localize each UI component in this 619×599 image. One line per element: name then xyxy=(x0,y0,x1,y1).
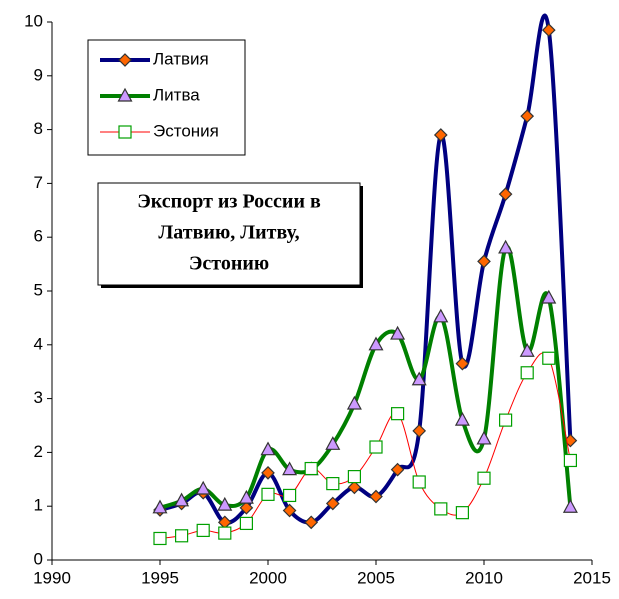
chart-title: Экспорт из России в xyxy=(137,191,321,213)
marker xyxy=(304,515,319,530)
x-tick-label: 2000 xyxy=(249,568,287,587)
marker xyxy=(239,500,254,515)
marker xyxy=(562,499,578,513)
x-tick-label: 2005 xyxy=(357,568,395,587)
y-tick-label: 10 xyxy=(24,11,43,30)
marker xyxy=(477,471,491,485)
marker xyxy=(196,523,210,538)
legend-label: Литва xyxy=(153,85,200,104)
marker xyxy=(476,430,492,445)
marker xyxy=(347,470,361,484)
marker xyxy=(519,342,535,357)
legend-label: Эстония xyxy=(153,121,219,140)
marker xyxy=(282,461,298,476)
marker xyxy=(412,424,427,438)
marker xyxy=(391,407,405,421)
marker xyxy=(347,480,362,495)
marker xyxy=(498,187,513,202)
marker xyxy=(412,475,426,489)
marker xyxy=(541,23,556,37)
marker xyxy=(152,499,168,514)
marker xyxy=(498,239,514,254)
y-tick-label: 3 xyxy=(34,388,43,407)
y-tick-label: 7 xyxy=(34,173,43,192)
x-tick-label: 2015 xyxy=(573,568,611,587)
marker xyxy=(477,254,491,269)
marker xyxy=(218,526,232,540)
marker xyxy=(217,496,233,511)
y-tick-label: 0 xyxy=(34,549,43,568)
x-tick-label: 2010 xyxy=(465,568,503,587)
y-tick-label: 4 xyxy=(34,334,43,353)
marker xyxy=(238,489,254,504)
marker xyxy=(239,516,253,531)
marker xyxy=(541,289,557,304)
marker xyxy=(390,462,405,477)
marker xyxy=(118,53,132,67)
y-tick-label: 2 xyxy=(34,442,43,461)
marker xyxy=(434,502,448,516)
marker xyxy=(325,496,340,511)
y-tick-label: 8 xyxy=(34,119,43,138)
x-tick-label: 1990 xyxy=(33,568,71,587)
y-tick-label: 1 xyxy=(34,496,43,515)
marker xyxy=(369,440,383,454)
marker xyxy=(326,477,340,491)
marker xyxy=(563,453,578,468)
chart-title: Эстонию xyxy=(189,253,269,275)
marker xyxy=(433,128,448,142)
y-tick-label: 6 xyxy=(34,227,43,246)
marker xyxy=(153,531,167,546)
title-box xyxy=(97,182,361,286)
marker xyxy=(520,109,535,123)
marker xyxy=(118,125,132,139)
marker xyxy=(411,371,427,386)
y-tick-label: 5 xyxy=(34,280,43,299)
marker xyxy=(304,461,318,476)
marker xyxy=(260,441,276,456)
marker xyxy=(261,487,275,501)
marker xyxy=(195,480,211,495)
marker xyxy=(282,503,297,518)
marker xyxy=(454,411,470,426)
marker xyxy=(369,489,383,504)
marker xyxy=(283,488,297,503)
marker xyxy=(433,308,449,323)
marker xyxy=(325,436,341,450)
marker xyxy=(520,366,534,380)
marker xyxy=(390,325,406,340)
y-tick-label: 9 xyxy=(34,65,43,84)
marker xyxy=(542,351,556,365)
marker xyxy=(455,506,469,520)
marker xyxy=(261,465,275,480)
marker xyxy=(499,413,513,427)
marker xyxy=(346,395,362,410)
marker xyxy=(175,529,189,543)
chart-title: Латвию, Литву, xyxy=(158,222,299,244)
marker xyxy=(455,356,470,371)
x-tick-label: 1995 xyxy=(141,568,179,587)
marker xyxy=(117,87,133,102)
legend-label: Латвия xyxy=(153,49,209,68)
marker xyxy=(368,336,384,351)
marker xyxy=(174,492,190,507)
